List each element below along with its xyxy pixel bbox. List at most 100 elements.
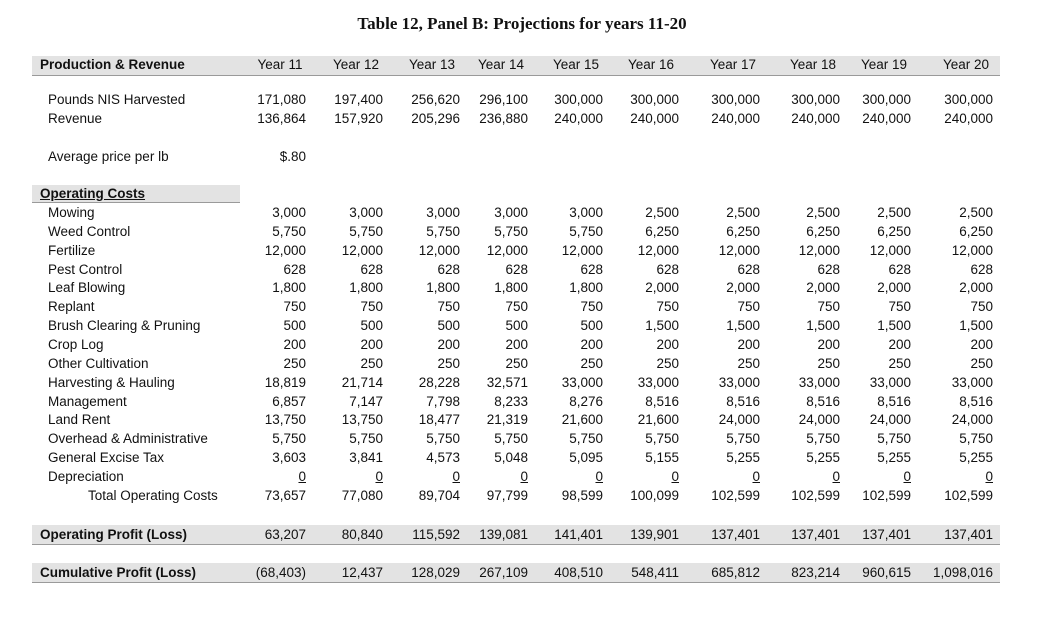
table-title: Table 12, Panel B: Projections for years… xyxy=(357,14,687,33)
cell-value: 5,750 xyxy=(349,431,383,447)
cell-value: 6,250 xyxy=(806,223,840,239)
cell-value: 750 xyxy=(505,299,528,315)
cell-value: 628 xyxy=(737,261,760,277)
cell-value: 8,516 xyxy=(726,393,760,409)
cell-value: 2,500 xyxy=(645,205,679,220)
cell-value: 77,080 xyxy=(341,487,383,503)
cell-value: 628 xyxy=(283,261,306,277)
cell-value: 12,437 xyxy=(341,565,383,580)
cell-value: 200 xyxy=(817,336,840,352)
cell-value: 500 xyxy=(505,318,528,334)
cell-value: 200 xyxy=(656,336,679,352)
cell-value: 1,500 xyxy=(806,318,840,334)
cell-value: 5,750 xyxy=(877,431,911,447)
cell-value: 6,250 xyxy=(877,223,911,239)
cell-value: 2,000 xyxy=(959,280,993,296)
year-header: Year 14 xyxy=(477,57,525,72)
year-header: Year 18 xyxy=(789,57,837,72)
row-label: Land Rent xyxy=(48,412,111,428)
row-label: Crop Log xyxy=(48,336,104,352)
cell-value: 4,573 xyxy=(426,450,460,466)
cell-value: 24,000 xyxy=(718,412,760,428)
cell-value: 136,864 xyxy=(257,111,306,126)
cell-value: 5,750 xyxy=(569,223,603,239)
cell-value: 300,000 xyxy=(630,92,679,107)
cell-value: 8,233 xyxy=(494,393,528,409)
cell-value: 240,000 xyxy=(711,111,760,126)
year-header: Year 16 xyxy=(627,57,675,72)
cell-value: 141,401 xyxy=(554,527,603,542)
cumulative-band xyxy=(32,563,1000,583)
cell-value: 6,250 xyxy=(959,223,993,239)
cell-value: 5,750 xyxy=(349,223,383,239)
cell-value: 296,100 xyxy=(479,92,528,107)
cell-value: 33,000 xyxy=(798,374,840,390)
cell-value: 750 xyxy=(737,299,760,315)
cell-value: 2,000 xyxy=(877,280,911,296)
cell-value: 8,516 xyxy=(806,393,840,409)
cell-value: 750 xyxy=(970,299,993,315)
row-label: Fertilize xyxy=(48,242,96,258)
cell-value: 98,599 xyxy=(561,487,603,503)
cell-value: 12,000 xyxy=(951,242,993,258)
cell-value: 137,401 xyxy=(791,527,840,542)
cell-value: 250 xyxy=(580,355,603,371)
cell-value: 13,750 xyxy=(341,412,383,428)
cell-value: 18,477 xyxy=(418,412,460,428)
cell-value: 628 xyxy=(656,261,679,277)
year-header: Year 11 xyxy=(257,57,303,72)
cell-value: 685,812 xyxy=(711,565,760,580)
cell-value: 5,750 xyxy=(569,431,603,447)
row-label: Cumulative Profit (Loss) xyxy=(40,565,197,580)
cell-value: 500 xyxy=(437,318,460,334)
cell-value: 13,750 xyxy=(264,412,306,428)
cell-value: 5,750 xyxy=(645,431,679,447)
cell-value: 5,750 xyxy=(272,223,306,239)
cell-value: 5,255 xyxy=(726,450,760,466)
cell-value: 5,155 xyxy=(645,450,679,466)
cell-value: 33,000 xyxy=(561,374,603,390)
cell-value: 18,819 xyxy=(264,374,306,390)
row-label: Leaf Blowing xyxy=(48,280,126,296)
cell-value: 157,920 xyxy=(334,111,383,126)
cell-value: 3,000 xyxy=(272,205,306,220)
cell-value: 33,000 xyxy=(637,374,679,390)
cell-value: 1,500 xyxy=(645,318,679,334)
cell-value: 1,098,016 xyxy=(932,565,993,580)
cell-value: 33,000 xyxy=(718,374,760,390)
cell-value: 250 xyxy=(656,355,679,371)
row-label: Average price per lb xyxy=(48,149,169,164)
cell-value: 250 xyxy=(817,355,840,371)
cell-value: 28,228 xyxy=(418,374,460,390)
cell-value: 250 xyxy=(283,355,306,371)
cell-value: 80,840 xyxy=(341,527,383,542)
cell-value: 5,255 xyxy=(959,450,993,466)
cell-value: 628 xyxy=(888,261,911,277)
row-label: Total Operating Costs xyxy=(88,487,218,503)
cell-value: 21,319 xyxy=(486,412,528,428)
cell-value: 1,800 xyxy=(569,280,603,296)
row-label: Harvesting & Hauling xyxy=(48,374,175,390)
cell-value: 12,000 xyxy=(561,242,603,258)
cell-value: 750 xyxy=(817,299,840,315)
cell-value: 89,704 xyxy=(418,487,460,503)
cell-value: 200 xyxy=(283,336,306,352)
cell-value: 960,615 xyxy=(862,565,911,580)
cell-value: 5,255 xyxy=(877,450,911,466)
cell-value: 1,800 xyxy=(349,280,383,296)
cell-value: 750 xyxy=(360,299,383,315)
cell-value: 267,109 xyxy=(479,565,528,580)
cell-value: 0 xyxy=(832,468,840,484)
cell-value: 5,750 xyxy=(426,431,460,447)
cell-value: 0 xyxy=(903,468,911,484)
cell-value: 250 xyxy=(737,355,760,371)
cell-value: 128,029 xyxy=(411,565,460,580)
row-label: Operating Profit (Loss) xyxy=(40,527,188,542)
cell-value: 137,401 xyxy=(711,527,760,542)
cell-value: 628 xyxy=(580,261,603,277)
cell-value: 2,500 xyxy=(806,205,840,220)
cell-value: 3,000 xyxy=(426,205,460,220)
cell-value: 63,207 xyxy=(264,527,306,542)
cell-value: 7,147 xyxy=(349,393,383,409)
cell-value: 1,800 xyxy=(494,280,528,296)
